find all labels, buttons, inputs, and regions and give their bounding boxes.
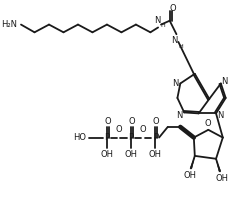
Text: OH: OH [124, 150, 138, 159]
Text: HO: HO [73, 133, 86, 142]
Text: OH: OH [215, 174, 228, 183]
Text: O: O [139, 125, 146, 134]
Polygon shape [216, 159, 221, 171]
Text: P: P [129, 133, 134, 142]
Text: N: N [171, 36, 178, 46]
Polygon shape [190, 156, 195, 168]
Text: N: N [172, 79, 179, 88]
Text: N: N [176, 111, 183, 120]
Text: P: P [153, 133, 158, 142]
Text: OH: OH [184, 171, 196, 180]
Text: O: O [204, 119, 211, 128]
Text: O: O [153, 117, 159, 126]
Text: O: O [169, 4, 176, 13]
Text: O: O [105, 117, 111, 126]
Text: N: N [217, 111, 223, 120]
Text: O: O [115, 125, 122, 134]
Text: OH: OH [100, 150, 113, 159]
Text: O: O [129, 117, 135, 126]
Text: N: N [221, 77, 228, 86]
Text: P: P [104, 133, 110, 142]
Text: H₂N: H₂N [1, 20, 17, 29]
Text: H: H [178, 44, 183, 49]
Text: H: H [160, 23, 165, 28]
Text: OH: OH [149, 150, 162, 159]
Text: N: N [154, 16, 160, 25]
